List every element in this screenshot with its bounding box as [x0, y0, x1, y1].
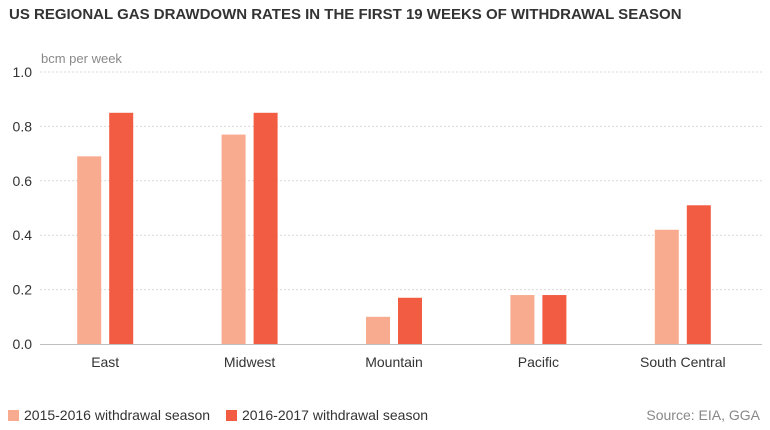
x-axis-categories: East Midwest Mountain Pacific South Central [91, 354, 725, 370]
bar-east-series-2 [109, 112, 134, 344]
bar-pacific-series-2 [542, 295, 567, 344]
bar-east-series-1 [77, 156, 102, 344]
bar-south-central-series-1 [654, 229, 679, 344]
legend-label-series-1: 2015-2016 withdrawal season [24, 407, 211, 423]
gridlines [40, 71, 762, 291]
y-tick-label: 0.4 [13, 227, 33, 243]
x-category-label: Midwest [224, 354, 275, 370]
y-tick-label: 0.6 [13, 173, 33, 189]
legend-swatch-series-1 [8, 409, 19, 421]
y-tick-label: 1.0 [13, 64, 33, 80]
chart-title: US REGIONAL GAS DRAWDOWN RATES IN THE FI… [9, 6, 682, 23]
y-tick-label: 0.8 [13, 118, 33, 134]
bar-south-central-series-2 [686, 205, 711, 344]
x-category-label: East [91, 354, 119, 370]
x-category-label: Mountain [365, 354, 423, 370]
bar-chart: 0.0 0.2 0.4 0.6 0.8 1.0 bcm per week East Midw… [13, 51, 762, 370]
bar-mountain-series-2 [398, 297, 422, 344]
x-category-label: Pacific [518, 354, 559, 370]
legend-item-series-1: 2015-2016 withdrawal season [8, 407, 210, 423]
legend-label-series-2: 2016-2017 withdrawal season [242, 407, 429, 423]
bar-pacific-series-1 [510, 295, 535, 344]
bar-midwest-series-2 [253, 112, 278, 344]
y-axis-unit-label: bcm per week [41, 51, 122, 66]
legend-item-series-2: 2016-2017 withdrawal season [226, 407, 428, 423]
y-tick-label: 0.0 [13, 336, 33, 352]
y-tick-label: 0.2 [13, 282, 33, 298]
y-axis-ticks: 0.0 0.2 0.4 0.6 0.8 1.0 [13, 64, 33, 352]
source-note: Source: EIA, GGA [646, 407, 760, 423]
legend-swatch-series-2 [226, 409, 238, 421]
bar-midwest-series-1 [221, 134, 246, 344]
bars [77, 112, 711, 344]
x-category-label: South Central [640, 354, 726, 370]
bar-mountain-series-1 [366, 316, 390, 344]
legend: 2015-2016 withdrawal season 2016-2017 wi… [8, 407, 444, 423]
